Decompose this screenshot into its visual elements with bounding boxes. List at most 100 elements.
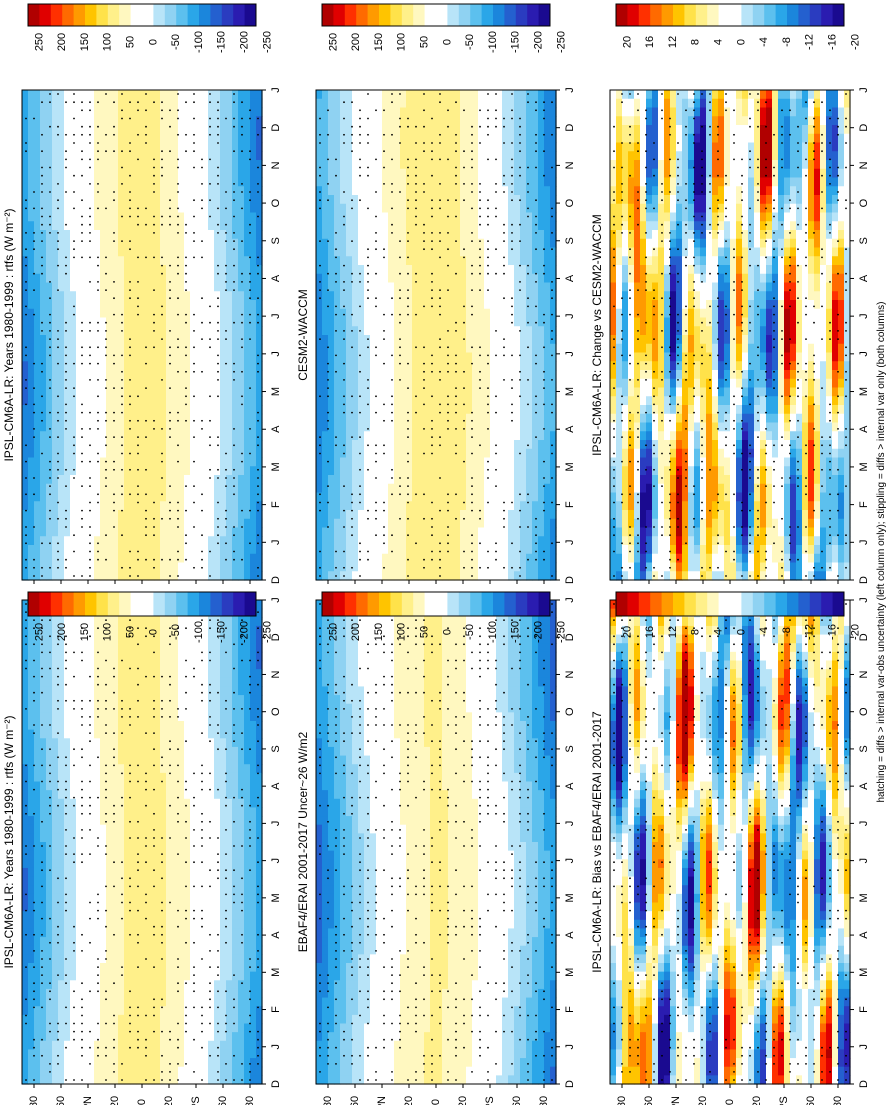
heat-cell — [196, 518, 203, 529]
heat-cell — [40, 703, 47, 713]
heat-cell — [220, 545, 227, 555]
heat-cell — [94, 937, 101, 947]
heat-cell — [136, 1058, 143, 1068]
heat-cell — [34, 151, 41, 161]
heat-cell — [124, 1014, 131, 1025]
heat-cell — [22, 396, 29, 406]
stipple-dot — [185, 419, 187, 422]
stipple-dot — [257, 256, 259, 259]
heat-cell — [70, 308, 77, 319]
heat-cell — [118, 361, 125, 371]
heat-cell — [58, 457, 65, 467]
stipple-dot — [225, 485, 227, 487]
stipple-dot — [249, 232, 251, 234]
heat-cell — [58, 617, 65, 627]
stipple-dot — [145, 223, 147, 226]
heat-cell — [208, 971, 215, 981]
stipple-dot — [113, 354, 115, 357]
heat-cell — [64, 125, 71, 135]
heat-cell — [124, 370, 131, 380]
heat-cell — [256, 221, 263, 231]
heat-cell — [76, 746, 83, 757]
heat-cell — [232, 125, 239, 135]
stipple-dot — [177, 223, 179, 226]
heat-cell — [112, 617, 119, 627]
heat-cell — [64, 501, 71, 511]
heat-cell — [100, 928, 107, 938]
heat-cell — [142, 177, 149, 187]
stipple-dot — [185, 395, 187, 398]
stipple-dot — [233, 468, 235, 471]
heat-cell — [52, 997, 59, 1007]
stipple-dot — [137, 207, 139, 210]
heat-cell — [196, 230, 203, 240]
heat-cell — [250, 378, 257, 389]
heat-cell — [148, 617, 155, 627]
heat-cell — [160, 729, 167, 739]
heat-cell — [142, 553, 149, 564]
heat-cell — [76, 833, 83, 843]
heat-cell — [148, 238, 155, 249]
colorbar-swatch — [50, 4, 63, 26]
stipple-dot — [129, 289, 131, 291]
stipple-dot — [145, 207, 147, 210]
stipple-dot — [169, 436, 171, 438]
heat-cell — [40, 738, 47, 748]
heat-cell — [100, 1032, 107, 1042]
heat-cell — [100, 98, 107, 109]
heat-cell — [172, 919, 179, 930]
stipple-dot — [97, 362, 99, 365]
heat-cell — [154, 617, 161, 627]
heat-cell — [88, 824, 95, 834]
heat-cell — [190, 911, 197, 921]
stipple-dot — [137, 101, 139, 104]
heat-cell — [142, 963, 149, 973]
stipple-dot — [177, 460, 179, 463]
heat-cell — [70, 945, 77, 955]
heat-cell — [118, 1014, 125, 1025]
heat-cell — [142, 660, 149, 670]
heat-cell — [40, 518, 47, 529]
heat-cell — [232, 396, 239, 406]
heat-cell — [202, 669, 209, 679]
heat-cell — [250, 256, 257, 266]
heat-cell — [166, 971, 173, 981]
heat-cell — [166, 963, 173, 973]
heat-cell — [112, 308, 119, 319]
heat-cell — [46, 1014, 53, 1025]
stipple-dot — [41, 133, 43, 136]
heat-cell — [256, 335, 263, 345]
heat-cell — [214, 712, 221, 722]
heat-cell — [94, 133, 101, 144]
heat-cell — [196, 370, 203, 380]
heat-cell — [238, 387, 245, 397]
heat-cell — [220, 902, 227, 912]
heat-cell — [148, 807, 155, 817]
stipple-dot — [257, 354, 259, 357]
heat-cell — [100, 501, 107, 511]
heat-cell — [172, 125, 179, 135]
heat-cell — [196, 703, 203, 713]
heat-cell — [130, 221, 137, 231]
heat-cell — [58, 230, 65, 240]
heat-cell — [82, 850, 89, 860]
heat-cell — [88, 1049, 95, 1059]
heat-cell — [130, 1075, 137, 1085]
colorbar-swatch — [119, 4, 131, 26]
heat-cell — [46, 824, 53, 834]
heat-cell — [112, 536, 119, 546]
heat-cell — [214, 571, 221, 581]
heat-cell — [226, 536, 233, 546]
heat-cell — [214, 562, 221, 572]
heat-cell — [148, 431, 155, 441]
heat-cell — [190, 562, 197, 572]
heat-cell — [178, 729, 185, 739]
heat-cell — [46, 492, 53, 502]
heat-cell — [196, 669, 203, 679]
heat-cell — [82, 842, 89, 852]
stipple-dot — [241, 313, 243, 316]
heat-cell — [130, 928, 137, 938]
stipple-dot — [201, 566, 203, 569]
heat-cell — [94, 902, 101, 912]
heat-cell — [106, 247, 113, 257]
